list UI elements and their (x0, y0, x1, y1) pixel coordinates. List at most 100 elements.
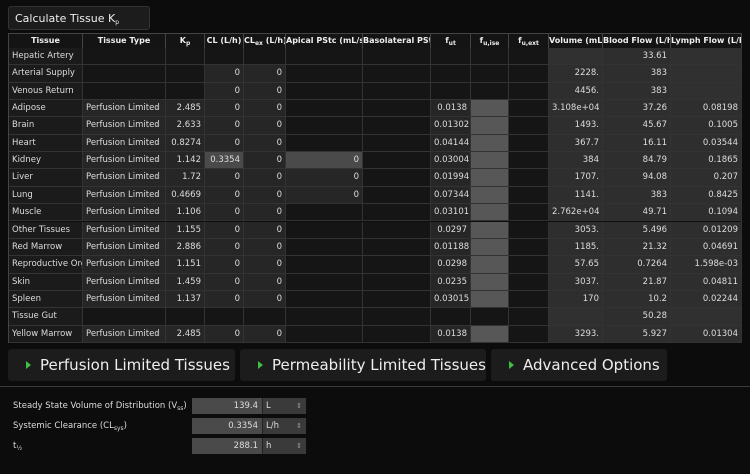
cell-text: 0 (234, 276, 240, 287)
table-cell: 383 (603, 82, 671, 101)
table-cell[interactable]: Perfusion Limited ⇕ (83, 186, 166, 205)
table-cell[interactable]: Perfusion Limited ⇕ (83, 290, 166, 309)
cell-text: 0 (276, 328, 282, 339)
table-cell (509, 82, 549, 101)
table-cell[interactable]: Perfusion Limited ⇕ (83, 117, 166, 135)
table-cell: 5.927 (603, 325, 671, 343)
text-part: ) (123, 421, 127, 431)
result-label: t½ (13, 438, 22, 457)
cell-text: 0 (234, 328, 240, 339)
table-cell: 2.485 (166, 100, 205, 118)
cell-text: 0.01994 (434, 172, 470, 183)
unit-select[interactable]: h ⇕ (262, 438, 306, 454)
table-cell (286, 100, 363, 118)
table-cell (471, 82, 509, 101)
cell-text: 3.108e+04 (552, 103, 600, 114)
table-cell: 0.1865 (671, 152, 742, 170)
cell-text: 383 (650, 85, 667, 96)
cell-text: 21.32 (642, 241, 667, 252)
unit-select[interactable]: L ⇕ (262, 398, 306, 414)
cell-text: Perfusion Limited (86, 293, 160, 304)
cell-text: 0.04144 (434, 137, 470, 148)
table-cell[interactable]: Perfusion Limited ⇕ (83, 221, 166, 239)
table-cell[interactable]: Perfusion Limited ⇕ (83, 152, 166, 170)
cell-text: 37.26 (642, 103, 667, 114)
table-cell (509, 221, 549, 239)
tissue-name: Arterial Supply (9, 65, 83, 83)
table-cell (83, 82, 166, 101)
cell-text: 0 (234, 120, 240, 131)
table-cell (205, 308, 244, 326)
table-cell: 0 (205, 221, 244, 239)
table-cell[interactable]: Perfusion Limited ⇕ (83, 134, 166, 153)
cell-text: 0 (234, 68, 240, 79)
table-cell[interactable]: Perfusion Limited ⇕ (83, 204, 166, 222)
cell-text: Skin (12, 276, 31, 287)
text-part: ut (448, 40, 456, 47)
cell-text: 94.08 (642, 172, 667, 183)
table-cell (471, 204, 509, 222)
expand-icon (258, 361, 263, 369)
table-cell (671, 308, 742, 326)
unit-select[interactable]: L/h ⇕ (262, 418, 306, 434)
unit-text: L (266, 401, 271, 411)
tissue-name: Yellow Marrow (9, 325, 83, 343)
table-cell: 0 (205, 256, 244, 274)
section-button[interactable]: Advanced Options (491, 349, 667, 381)
cell-text: 1.106 (176, 207, 201, 218)
cell-text: 1.137 (176, 293, 201, 304)
table-cell: 50.28 (603, 308, 671, 326)
tissue-name: Red Marrow (9, 238, 83, 257)
table-cell[interactable]: Perfusion Limited ⇕ (83, 325, 166, 343)
table-cell (363, 134, 431, 153)
table-cell: 0.01304 (671, 325, 742, 343)
expand-icon (509, 361, 514, 369)
table-cell (286, 221, 363, 239)
cell-text: 0.4669 (171, 189, 201, 200)
section-button[interactable]: Permeability Limited Tissues (240, 349, 486, 381)
spinner: ⇕ (155, 242, 161, 251)
table-cell (471, 169, 509, 187)
table-cell: 1.106 (166, 204, 205, 222)
cell-text: 0 (276, 137, 282, 148)
cell-text: 0 (234, 189, 240, 200)
table-cell (471, 290, 509, 309)
table-cell[interactable]: Perfusion Limited ⇕ (83, 273, 166, 291)
cell-text: Yellow Marrow (12, 328, 73, 339)
table-cell[interactable]: Perfusion Limited ⇕ (83, 256, 166, 274)
cell-text: 1.598e-03 (694, 259, 738, 270)
spinner: ⇕ (155, 104, 161, 113)
table-cell: 0.8425 (671, 186, 742, 205)
cell-text: 0.1865 (708, 155, 738, 166)
result-value: 139.4 (192, 398, 262, 414)
section-button[interactable]: Perfusion Limited Tissues (8, 349, 235, 381)
table-cell: 367.7 (549, 134, 603, 153)
table-cell: 33.61 (603, 48, 671, 66)
cell-text: 1.155 (176, 224, 201, 235)
table-cell (363, 169, 431, 187)
table-cell (509, 65, 549, 83)
table-cell (471, 325, 509, 343)
table-cell: 1.459 (166, 273, 205, 291)
calculate-button[interactable]: Calculate Tissue Kp (8, 6, 150, 30)
table-cell: 57.65 (549, 256, 603, 274)
result-value: 0.3354 (192, 418, 262, 434)
cell-text: Perfusion Limited (86, 120, 160, 131)
table-cell (671, 48, 742, 66)
tissue-name: Kidney (9, 152, 83, 170)
cell-text: 0 (353, 189, 359, 200)
table-cell[interactable]: Perfusion Limited ⇕ (83, 100, 166, 118)
cell-text: Heart (12, 137, 36, 148)
cell-text: Other Tissues (12, 224, 71, 235)
cell-text: 0 (234, 103, 240, 114)
table-cell (471, 308, 509, 326)
cell-text: 0 (276, 259, 282, 270)
table-cell (363, 273, 431, 291)
spinner: ⇕ (155, 277, 161, 286)
table-cell[interactable]: Perfusion Limited ⇕ (83, 238, 166, 257)
table-cell: 0 (286, 152, 363, 170)
cell-text: 0.1094 (708, 207, 738, 218)
table-cell (471, 117, 509, 135)
table-cell[interactable]: Perfusion Limited ⇕ (83, 169, 166, 187)
table-cell: 384 (549, 152, 603, 170)
